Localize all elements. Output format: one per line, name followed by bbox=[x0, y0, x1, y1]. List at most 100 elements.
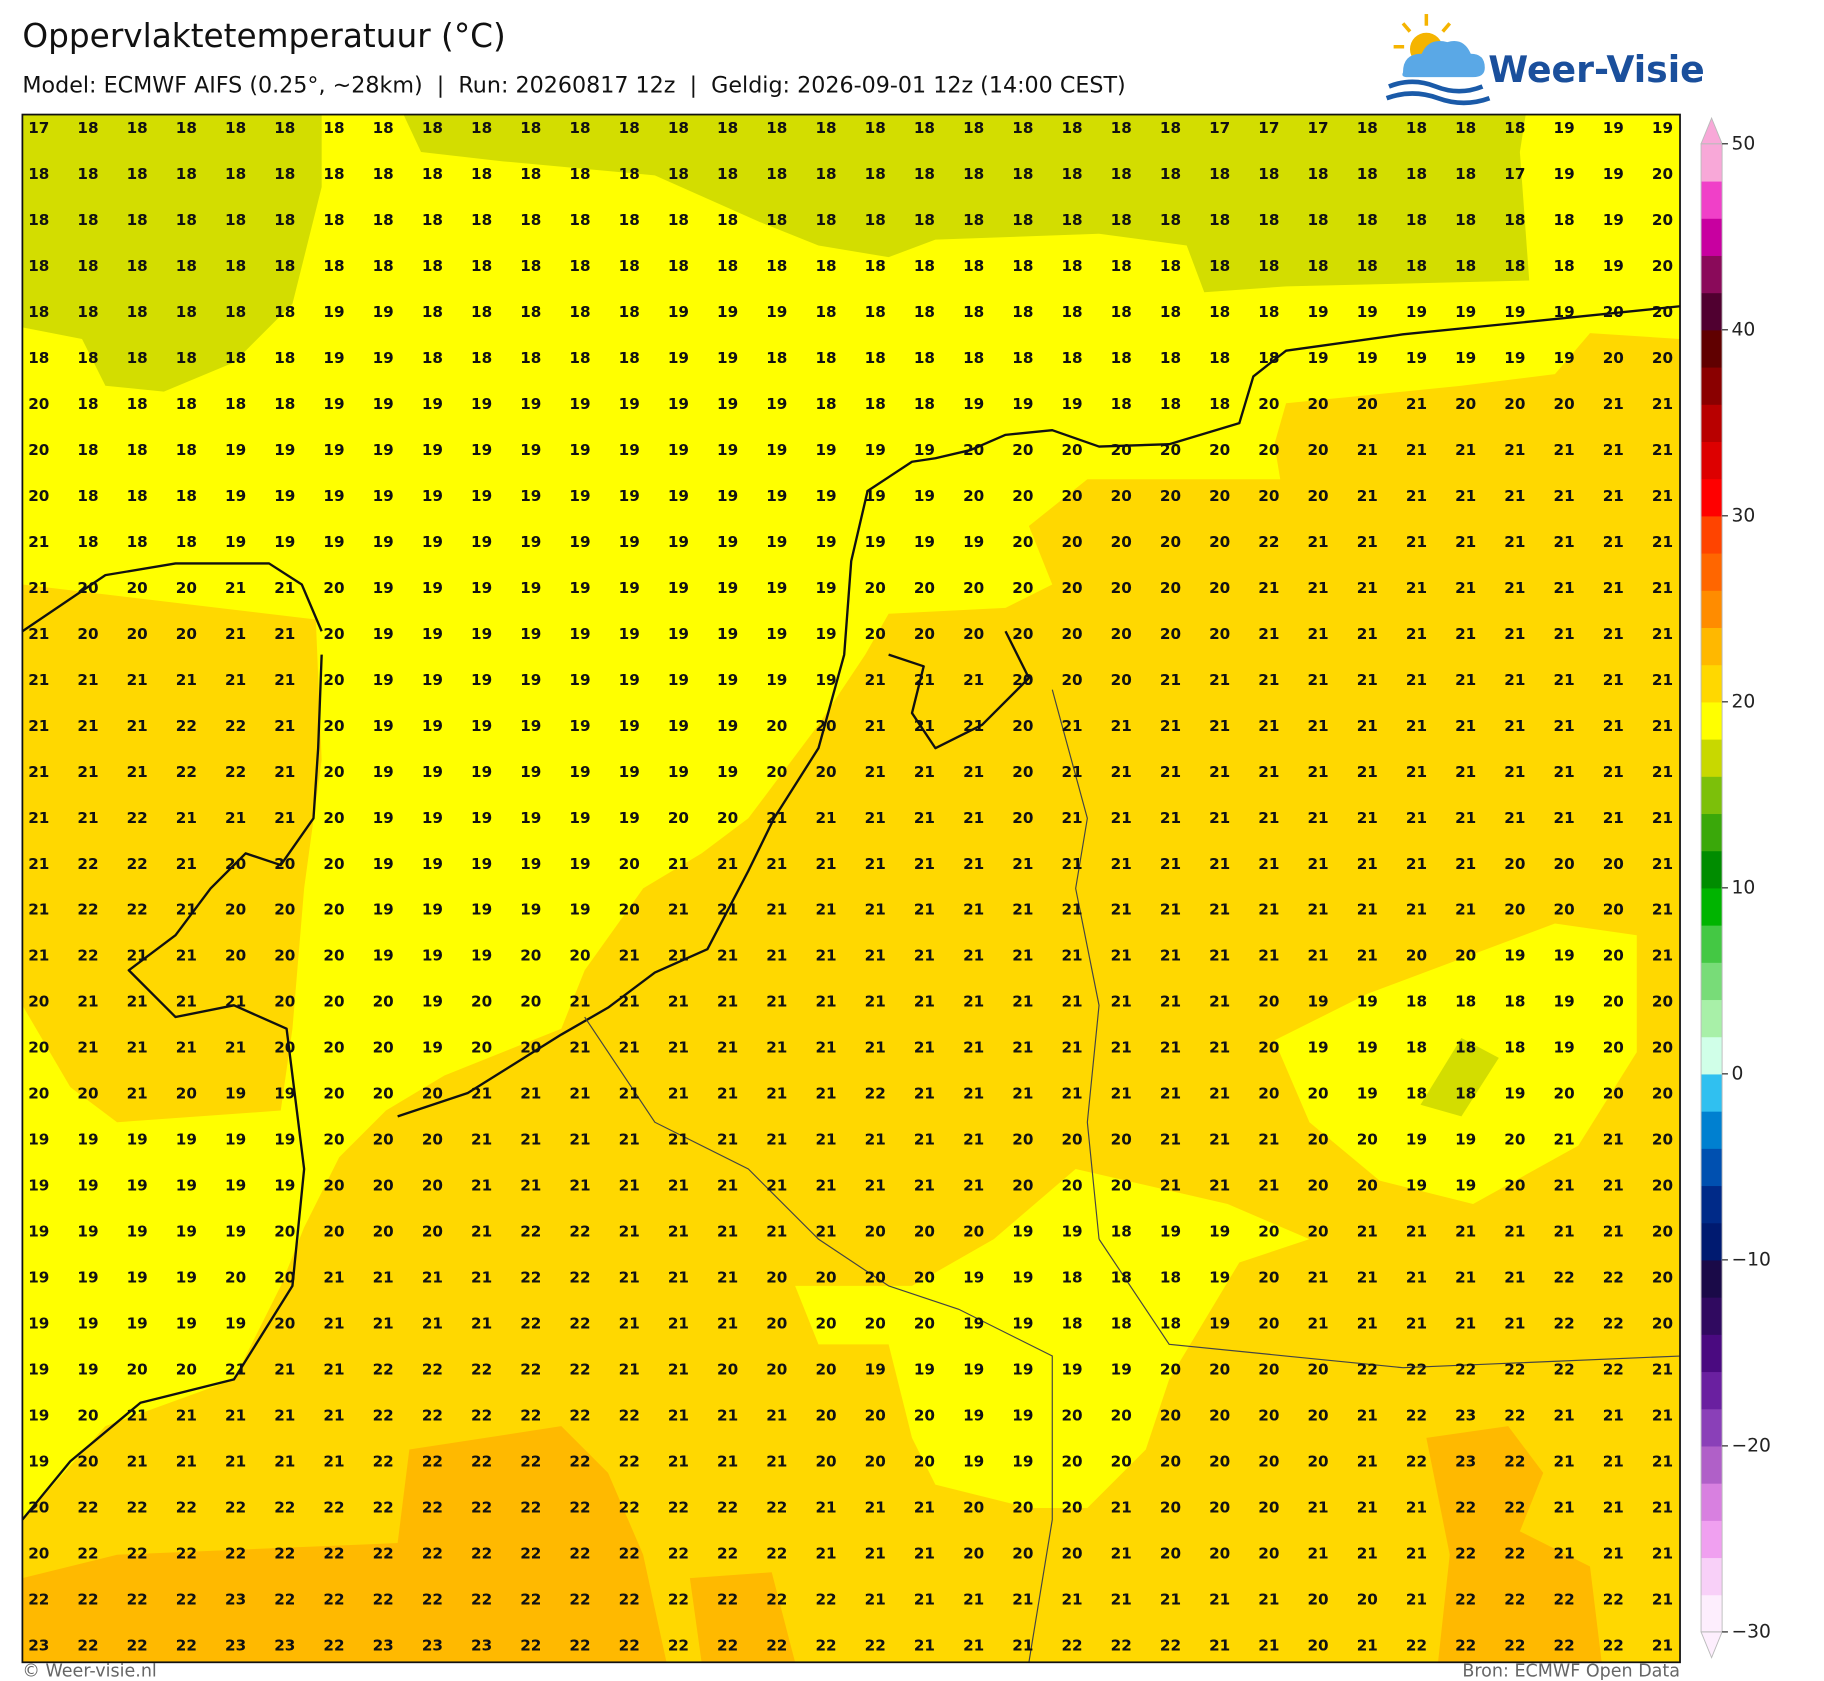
temperature-value: 19 bbox=[373, 579, 394, 597]
temperature-value: 21 bbox=[1554, 671, 1575, 689]
temperature-value: 20 bbox=[1504, 901, 1525, 919]
temperature-value: 21 bbox=[1111, 993, 1132, 1011]
temperature-value: 19 bbox=[28, 1223, 49, 1241]
temperature-value: 19 bbox=[176, 1177, 197, 1195]
temperature-value: 18 bbox=[1160, 303, 1181, 321]
temperature-value: 22 bbox=[422, 1361, 443, 1379]
temperature-value: 21 bbox=[1012, 1636, 1033, 1654]
temperature-value: 18 bbox=[176, 165, 197, 183]
temperature-value: 22 bbox=[127, 809, 148, 827]
temperature-value: 18 bbox=[373, 257, 394, 275]
temperature-value: 18 bbox=[569, 349, 590, 367]
temperature-value: 21 bbox=[127, 993, 148, 1011]
temperature-value: 20 bbox=[1209, 625, 1230, 643]
temperature-value: 20 bbox=[865, 1223, 886, 1241]
temperature-value: 21 bbox=[1357, 809, 1378, 827]
temperature-value: 21 bbox=[1160, 855, 1181, 873]
temperature-value: 18 bbox=[225, 211, 246, 229]
temperature-value: 22 bbox=[471, 1453, 492, 1471]
temperature-value: 21 bbox=[569, 993, 590, 1011]
temperature-value: 19 bbox=[471, 625, 492, 643]
temperature-value: 20 bbox=[1209, 1544, 1230, 1562]
temperature-value: 21 bbox=[1357, 717, 1378, 735]
temperature-value: 19 bbox=[373, 303, 394, 321]
temperature-value: 21 bbox=[1357, 533, 1378, 551]
temperature-value: 21 bbox=[1209, 809, 1230, 827]
temperature-value: 19 bbox=[619, 717, 640, 735]
temperature-value: 20 bbox=[1307, 1590, 1328, 1608]
temperature-value: 18 bbox=[963, 211, 984, 229]
temperature-value: 21 bbox=[1061, 993, 1082, 1011]
temperature-value: 21 bbox=[717, 1039, 738, 1057]
colorbar-segment bbox=[1701, 887, 1723, 926]
temperature-value: 19 bbox=[28, 1269, 49, 1287]
temperature-value: 18 bbox=[815, 165, 836, 183]
colorbar-segment bbox=[1701, 627, 1723, 666]
temperature-value: 17 bbox=[1504, 165, 1525, 183]
temperature-value: 20 bbox=[520, 947, 541, 965]
colorbar-tick-label: 30 bbox=[1731, 505, 1755, 526]
temperature-value: 21 bbox=[963, 993, 984, 1011]
temperature-value: 18 bbox=[471, 119, 492, 137]
temperature-value: 21 bbox=[520, 1177, 541, 1195]
temperature-value: 19 bbox=[619, 441, 640, 459]
temperature-value: 18 bbox=[176, 349, 197, 367]
temperature-value: 19 bbox=[1603, 211, 1624, 229]
temperature-value: 22 bbox=[1603, 1590, 1624, 1608]
temperature-value: 19 bbox=[422, 901, 443, 919]
temperature-value: 21 bbox=[1554, 1407, 1575, 1425]
temperature-value: 19 bbox=[520, 487, 541, 505]
temperature-value: 21 bbox=[717, 1315, 738, 1333]
temperature-value: 21 bbox=[77, 1039, 98, 1057]
temperature-value: 19 bbox=[717, 487, 738, 505]
temperature-value: 19 bbox=[28, 1315, 49, 1333]
temperature-value: 19 bbox=[471, 579, 492, 597]
temperature-value: 20 bbox=[1258, 395, 1279, 413]
temperature-value: 22 bbox=[1111, 1636, 1132, 1654]
temperature-value: 21 bbox=[1111, 1498, 1132, 1516]
temperature-value: 22 bbox=[471, 1498, 492, 1516]
temperature-value: 19 bbox=[274, 487, 295, 505]
temperature-value: 21 bbox=[1406, 487, 1427, 505]
temperature-value: 21 bbox=[914, 1177, 935, 1195]
temperature-value: 21 bbox=[815, 947, 836, 965]
temperature-value: 21 bbox=[1603, 579, 1624, 597]
temperature-value: 22 bbox=[766, 1544, 787, 1562]
temperature-value: 21 bbox=[1554, 533, 1575, 551]
temperature-value: 20 bbox=[766, 717, 787, 735]
temperature-value: 20 bbox=[1357, 1590, 1378, 1608]
temperature-value: 21 bbox=[1652, 717, 1673, 735]
temperature-value: 21 bbox=[1160, 1590, 1181, 1608]
temperature-value: 21 bbox=[1406, 763, 1427, 781]
temperature-value: 18 bbox=[225, 303, 246, 321]
temperature-value: 21 bbox=[619, 1131, 640, 1149]
temperature-value: 20 bbox=[1307, 395, 1328, 413]
temperature-value: 19 bbox=[569, 625, 590, 643]
temperature-value: 21 bbox=[815, 1039, 836, 1057]
temperature-value: 20 bbox=[274, 1039, 295, 1057]
temperature-value: 19 bbox=[176, 1315, 197, 1333]
temperature-value: 21 bbox=[1111, 1544, 1132, 1562]
temperature-value: 22 bbox=[1603, 1315, 1624, 1333]
temperature-value: 21 bbox=[865, 1498, 886, 1516]
temperature-value: 18 bbox=[323, 257, 344, 275]
temperature-value: 19 bbox=[1603, 119, 1624, 137]
temperature-value: 21 bbox=[668, 1177, 689, 1195]
temperature-value: 19 bbox=[717, 395, 738, 413]
temperature-value: 21 bbox=[1209, 901, 1230, 919]
temperature-value: 21 bbox=[865, 1590, 886, 1608]
temperature-value: 21 bbox=[1258, 855, 1279, 873]
temperature-value: 19 bbox=[1455, 349, 1476, 367]
temperature-value: 22 bbox=[1160, 1636, 1181, 1654]
temperature-value: 22 bbox=[127, 901, 148, 919]
temperature-value: 22 bbox=[815, 1636, 836, 1654]
coastline bbox=[22, 562, 323, 633]
temperature-value: 21 bbox=[176, 1039, 197, 1057]
temperature-value: 20 bbox=[1160, 1453, 1181, 1471]
temperature-value: 21 bbox=[471, 1177, 492, 1195]
temperature-value: 21 bbox=[225, 1453, 246, 1471]
temperature-value: 18 bbox=[865, 119, 886, 137]
temperature-value: 19 bbox=[914, 1361, 935, 1379]
temperature-value: 22 bbox=[77, 1590, 98, 1608]
temperature-value: 18 bbox=[1357, 119, 1378, 137]
